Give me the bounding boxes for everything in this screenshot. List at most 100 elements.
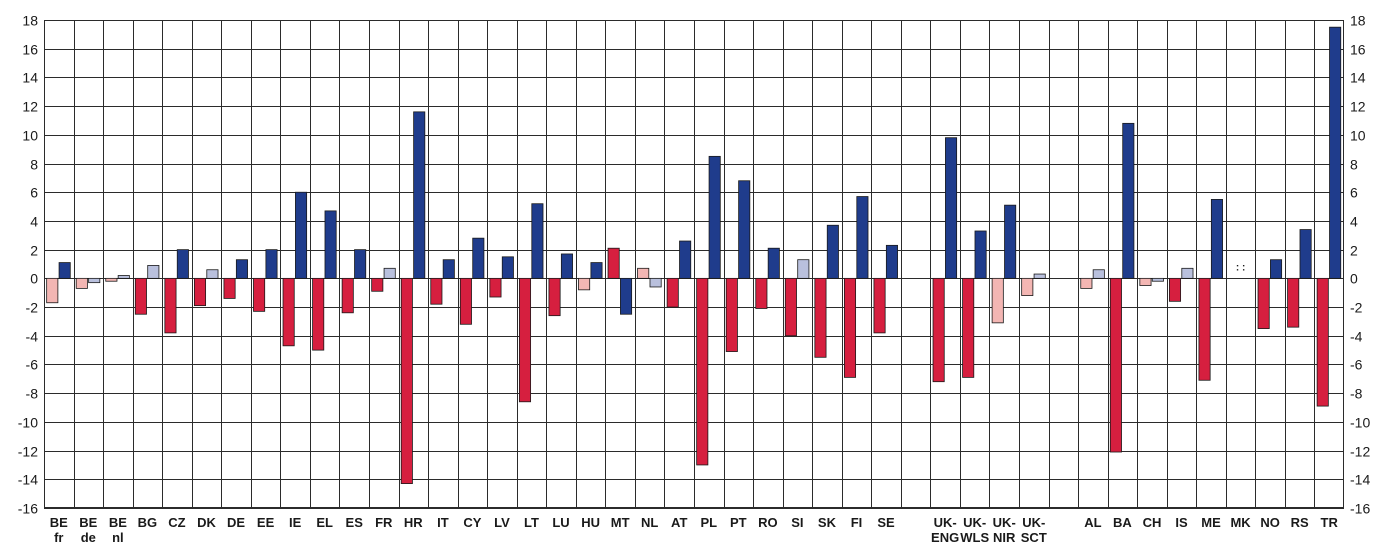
x-category-label: PL	[700, 515, 717, 530]
x-category-label: CY	[463, 515, 481, 530]
y-tick-label-right: 14	[1350, 70, 1366, 86]
x-category-label: RS	[1291, 515, 1309, 530]
bar-negative-bg	[134, 277, 147, 315]
y-tick-label-right: -12	[1350, 444, 1370, 460]
y-tick-label-right: -14	[1350, 472, 1370, 488]
bar-positive-uk-nir	[1004, 204, 1017, 279]
y-tick-label-right: -16	[1350, 501, 1370, 517]
y-tick-label-left: -10	[18, 415, 38, 431]
bar-negative-cy	[459, 277, 472, 325]
bar-negative-lu	[548, 277, 561, 317]
bar-positive-befr	[58, 262, 71, 279]
x-category-label: EE	[257, 515, 275, 530]
bar-positive-uk-eng	[945, 137, 958, 279]
y-tick-label-left: 6	[30, 185, 38, 201]
bar-negative-pt	[725, 277, 738, 352]
x-category-label: DE	[227, 515, 245, 530]
x-category-label: SI	[791, 515, 803, 530]
y-tick-label-right: 16	[1350, 42, 1366, 58]
x-category-label: AL	[1084, 515, 1101, 530]
y-tick-label-right: -8	[1350, 386, 1363, 402]
y-tick-label-right: 2	[1350, 243, 1358, 259]
bar-negative-de	[223, 277, 236, 299]
bar-positive-bede	[88, 277, 101, 284]
bar-positive-it	[442, 259, 455, 279]
bar-negative-se	[873, 277, 886, 334]
y-tick-label-right: 18	[1350, 13, 1366, 29]
bar-positive-pt	[738, 180, 751, 279]
x-category-label: IS	[1175, 515, 1188, 530]
bar-negative-ie	[282, 277, 295, 347]
bar-positive-pl	[708, 155, 721, 279]
bar-positive-ch	[1151, 277, 1164, 282]
x-category-label: UK-	[934, 515, 957, 530]
x-category-label: IE	[289, 515, 302, 530]
bar-negative-benl	[105, 277, 118, 282]
y-tick-label-right: 10	[1350, 128, 1366, 144]
bar-positive-lv	[501, 256, 514, 279]
bar-negative-befr	[46, 277, 59, 304]
x-category-label: NO	[1260, 515, 1280, 530]
bar-positive-bg	[147, 265, 160, 279]
bar-positive-hr	[413, 111, 426, 279]
y-tick-label-left: -2	[26, 300, 39, 316]
bar-positive-rs	[1299, 229, 1312, 279]
bar-negative-ba	[1109, 277, 1122, 453]
bar-positive-cy	[472, 237, 485, 279]
bar-positive-cz	[176, 249, 189, 279]
x-category-label: HU	[581, 515, 600, 530]
x-category-label: FR	[375, 515, 393, 530]
bar-positive-uk-sct	[1033, 273, 1046, 279]
bar-positive-nl	[649, 277, 662, 288]
x-category-label: BE	[50, 515, 68, 530]
x-category-label: SK	[818, 515, 837, 530]
bar-positive-al	[1092, 269, 1105, 279]
bar-negative-hu	[578, 277, 591, 291]
bar-positive-lu	[560, 253, 573, 279]
x-category-label: NIR	[993, 530, 1016, 545]
x-category-label: LV	[494, 515, 510, 530]
x-category-label: UK-	[993, 515, 1016, 530]
x-category-label: RO	[758, 515, 778, 530]
y-tick-label-left: 10	[22, 128, 38, 144]
y-tick-label-left: -4	[26, 329, 39, 345]
x-category-label: nl	[112, 530, 124, 545]
y-tick-label-left: 14	[22, 70, 38, 86]
bar-negative-is	[1168, 277, 1182, 302]
x-category-label: SE	[877, 515, 895, 530]
x-category-label: FI	[851, 515, 863, 530]
x-category-label: de	[81, 530, 96, 545]
y-tick-label-left: 16	[22, 42, 38, 58]
bar-negative-lv	[489, 277, 502, 298]
y-tick-label-right: 4	[1350, 214, 1358, 230]
bar-negative-fr	[371, 277, 384, 292]
bar-positive-me	[1210, 199, 1223, 279]
bar-positive-ro	[767, 247, 780, 279]
y-tick-label-left: -8	[26, 386, 39, 402]
bar-negative-fi	[843, 277, 857, 378]
x-category-label: UK-	[1022, 515, 1045, 530]
x-category-label: ENG	[931, 530, 959, 545]
x-category-label: AT	[671, 515, 687, 530]
bar-negative-dk	[193, 277, 207, 307]
x-category-label: WLS	[960, 530, 989, 545]
bar-positive-uk-wls	[974, 230, 987, 279]
y-tick-label-left: 0	[30, 271, 38, 287]
bar-negative-pl	[696, 277, 709, 466]
x-category-label: BE	[109, 515, 127, 530]
bar-negative-me	[1198, 277, 1211, 381]
not-available-marker: : :	[1236, 262, 1245, 273]
bar-positive-no	[1270, 259, 1283, 279]
bar-negative-ee	[253, 277, 266, 312]
y-tick-label-right: -6	[1350, 357, 1363, 373]
bar-negative-hr	[400, 277, 413, 484]
x-category-label: CH	[1143, 515, 1162, 530]
x-category-label: HR	[404, 515, 423, 530]
y-tick-label-left: 2	[30, 243, 38, 259]
bar-negative-es	[341, 277, 354, 314]
bar-negative-sk	[814, 277, 827, 358]
y-tick-label-left: -12	[18, 444, 38, 460]
bar-positive-dk	[206, 269, 219, 279]
bar-positive-mt	[620, 277, 633, 315]
